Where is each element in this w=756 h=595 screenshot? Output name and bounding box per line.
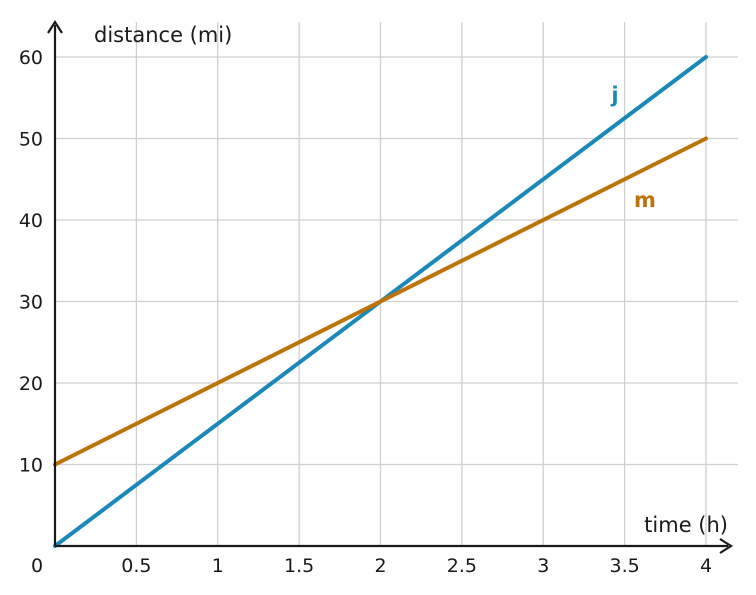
series-line-m [53, 136, 708, 467]
series-layer [53, 55, 708, 548]
series-labels: jm [610, 83, 656, 212]
x-tick-label: 2.5 [447, 555, 477, 577]
y-tick-label: 40 [19, 210, 43, 232]
x-tick-label: 1 [212, 555, 224, 577]
x-tick-label: 2 [374, 555, 386, 577]
y-tick-label: 10 [19, 455, 43, 477]
x-tick-label: 1.5 [284, 555, 314, 577]
y-tick-label: 30 [19, 292, 43, 314]
y-axis-label: distance (mi) [94, 23, 232, 47]
y-axis-arrowhead [47, 19, 63, 34]
axes [47, 19, 734, 554]
series-label-m: m [634, 188, 656, 212]
x-tick-label: 4 [700, 555, 712, 577]
series-label-j: j [610, 83, 618, 107]
x-axis-label: time (h) [644, 513, 728, 537]
x-tick-label: 3.5 [610, 555, 640, 577]
x-tick-label: 0.5 [121, 555, 151, 577]
x-tick-label: 3 [537, 555, 549, 577]
y-tick-label: 20 [19, 373, 43, 395]
grid [55, 22, 738, 546]
y-tick-label: 60 [19, 47, 43, 69]
origin-label: 0 [31, 555, 43, 577]
y-tick-label: 50 [19, 129, 43, 151]
x-axis-arrowhead [719, 538, 734, 554]
tick-labels: 0.5 1 1.5 2 2.5 3 3.5 4 10 20 30 40 50 60 [19, 47, 712, 577]
